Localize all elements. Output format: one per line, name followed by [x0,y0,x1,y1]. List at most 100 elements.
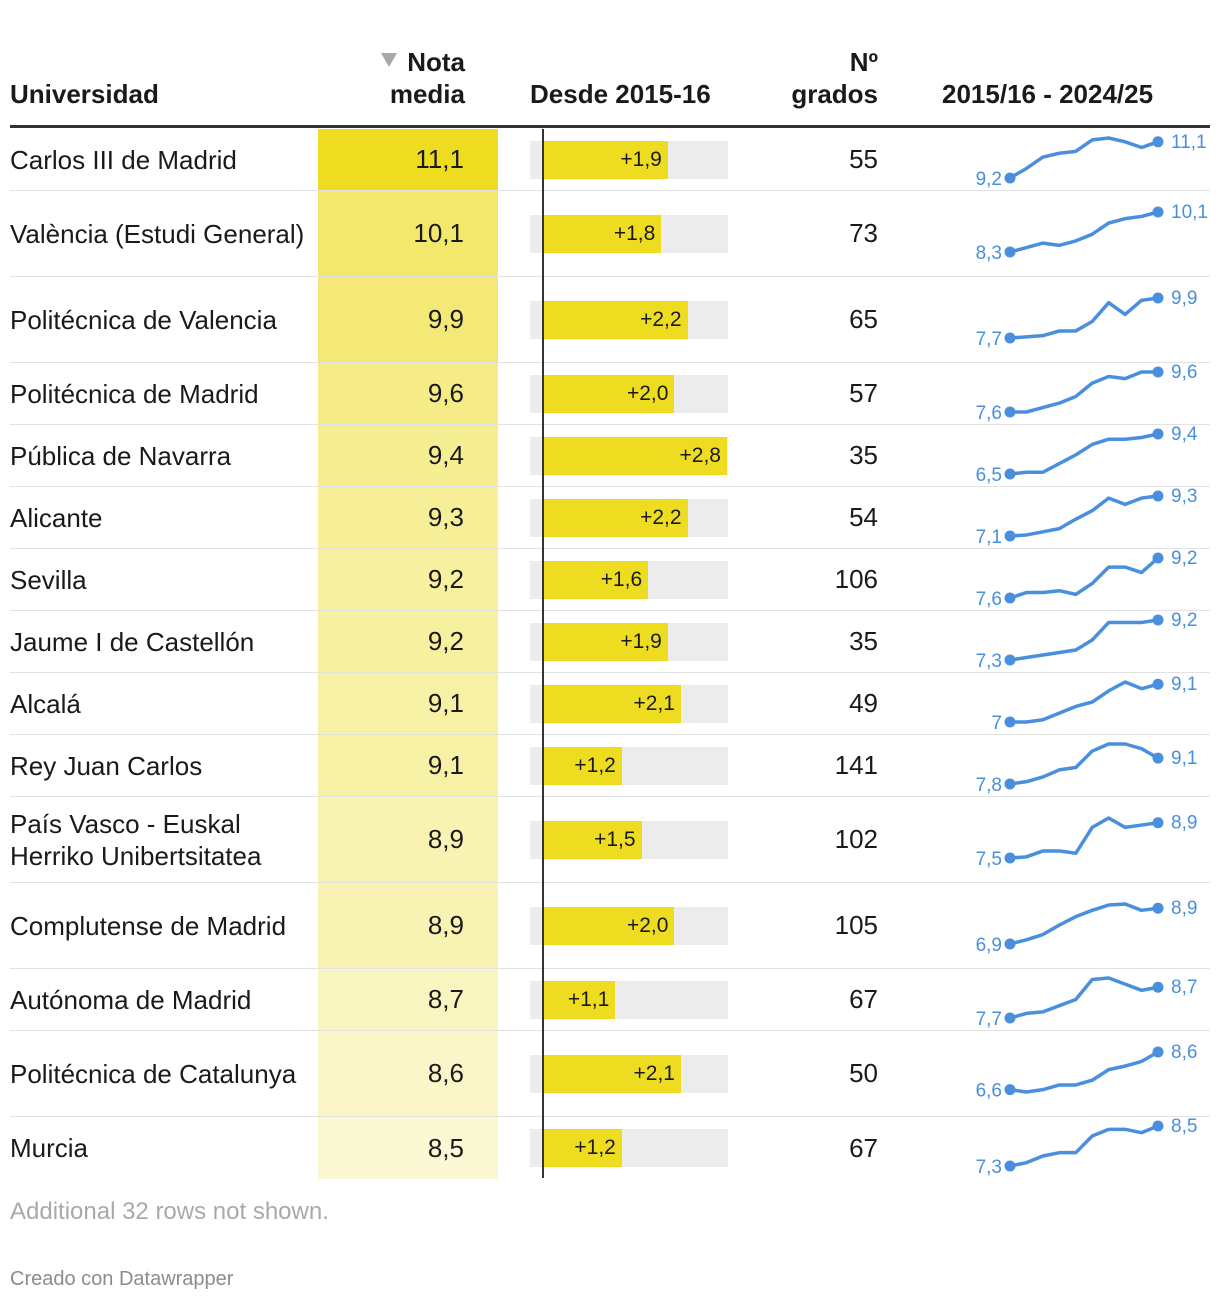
sparkline-end-dot [1152,490,1164,502]
desde-bar: +2,1 [543,1055,681,1093]
table-row: País Vasco - Euskal Herriko Unibertsitat… [10,797,1210,883]
grados-value: 65 [849,304,878,334]
table-row: Autónoma de Madrid 8,7 +1,1 67 7,7 8,7 [10,969,1210,1031]
sparkline-start-label: 7,7 [976,329,1002,350]
desde-bar-track: +1,6 [530,561,728,599]
nota-media-cell: 8,9 [318,797,498,882]
desde-bar-track: +1,2 [530,747,728,785]
sparkline-end-dot [1152,752,1164,764]
header-grados[interactable]: Nº grados [791,46,878,110]
desde-bar-track: +1,9 [530,141,728,179]
grados-value: 57 [849,378,878,408]
nota-media-cell: 9,4 [318,425,498,486]
table-header: Universidad Nota media Desde 2015-16 Nº … [10,38,1210,128]
desde-bar: +1,9 [543,141,668,179]
sparkline-end-label: 9,2 [1171,610,1197,631]
university-name: Politécnica de Catalunya [10,1058,297,1089]
desde-bar: +1,9 [543,623,668,661]
data-table: Carlos III de Madrid 11,1 +1,9 55 9,2 11,1 Val… [10,129,1210,1179]
sparkline-start-dot [1004,246,1016,258]
university-name: Murcia [10,1133,89,1163]
nota-media-value: 9,4 [427,440,464,470]
desde-bar-track: +2,1 [530,685,728,723]
sparkline: 6,5 9,4 [976,424,1198,486]
sparkline-start-dot [1004,778,1016,790]
nota-media-value: 9,6 [427,378,464,408]
nota-media-cell: 8,9 [318,883,498,968]
desde-bar-track: +2,2 [530,301,728,339]
sparkline-end-dot [1152,1120,1164,1132]
sparkline-end-label: 11,1 [1171,132,1207,153]
university-name: Complutense de Madrid [10,910,287,941]
desde-bar-track: +1,1 [530,981,728,1019]
sparkline-path [1008,1124,1160,1168]
desde-bar-track: +1,8 [530,215,728,253]
sparkline-start-label: 7 [991,713,1002,734]
sparkline-end-dot [1152,678,1164,690]
university-name: Pública de Navarra [10,440,232,471]
sparkline-end-label: 9,1 [1171,748,1197,769]
sparkline: 9,2 11,1 [976,132,1207,190]
grados-value: 105 [834,910,878,940]
grados-value: 73 [849,218,878,248]
nota-media-value: 8,9 [427,824,464,854]
desde-bar: +2,1 [543,685,681,723]
sparkline-end-label: 9,3 [1171,486,1197,507]
desde-value: +1,5 [594,828,636,851]
nota-media-value: 8,5 [427,1132,464,1163]
sparkline-end-label: 9,4 [1171,424,1198,445]
university-name: Autónoma de Madrid [10,984,252,1015]
sparkline-path [1008,210,1160,254]
university-name: Alicante [10,502,103,533]
header-universidad[interactable]: Universidad [10,79,159,109]
desde-bar-track: +2,0 [530,375,728,413]
sparkline: 7,6 9,2 [976,548,1198,610]
sparkline-end-label: 8,6 [1171,1042,1197,1063]
header-sparkline[interactable]: 2015/16 - 2024/25 [942,79,1154,109]
desde-bar: +1,5 [543,821,642,859]
university-name: Sevilla [10,564,87,595]
sparkline-start-label: 7,6 [976,589,1002,610]
sparkline-path [1008,1050,1160,1094]
sparkline-start-label: 7,3 [976,651,1002,672]
sparkline-start-dot [1004,654,1016,666]
desde-value: +2,8 [679,444,721,467]
university-name: Carlos III de Madrid [10,144,237,175]
sort-desc-icon [381,53,398,67]
sparkline-end-label: 8,9 [1171,813,1197,834]
desde-value: +1,9 [620,630,662,653]
header-nota-media[interactable]: Nota media [381,46,465,110]
sparkline-path [1008,370,1160,414]
university-name: Rey Juan Carlos [10,750,203,781]
nota-media-value: 10,1 [413,218,464,248]
sparkline-start-label: 6,9 [976,935,1002,956]
sparkline-path [1008,432,1160,476]
nota-media-value: 9,2 [427,564,464,594]
header-desde[interactable]: Desde 2015-16 [530,79,711,109]
desde-bar-track: +2,0 [530,907,728,945]
table-row: Murcia 8,5 +1,2 67 7,3 8,5 [10,1116,1210,1179]
table-row: Politécnica de Catalunya 8,6 +2,1 50 6,6 8,6 [10,1031,1210,1117]
sparkline-end-label: 10,1 [1171,202,1208,223]
desde-bar: +1,8 [543,215,662,253]
nota-media-value: 8,7 [427,984,464,1014]
table-row: Politécnica de Valencia 9,9 +2,2 65 7,7 9,9 [10,277,1210,363]
sparkline-end-dot [1152,366,1164,378]
header-grados-line2: grados [791,79,878,109]
sparkline: 7,3 9,2 [976,610,1198,672]
desde-value: +2,2 [640,506,682,529]
grados-value: 67 [849,1132,878,1163]
sparkline-start-dot [1004,716,1016,728]
nota-media-cell: 10,1 [318,191,498,276]
sparkline-path [1008,494,1160,538]
desde-bar-track: +2,2 [530,499,728,537]
sparkline-start-dot [1004,332,1016,344]
nota-media-value: 9,1 [427,688,464,718]
nota-media-cell: 9,2 [318,611,498,672]
sparkline-start-label: 7,6 [976,403,1002,424]
university-name: València (Estudi General) [10,218,305,249]
table-row: Jaume I de Castellón 9,2 +1,9 35 7,3 9,2 [10,610,1210,673]
sparkline-start-label: 7,3 [976,1157,1002,1178]
table-row: Pública de Navarra 9,4 +2,8 35 6,5 9,4 [10,424,1210,487]
university-name: Politécnica de Valencia [10,304,277,335]
